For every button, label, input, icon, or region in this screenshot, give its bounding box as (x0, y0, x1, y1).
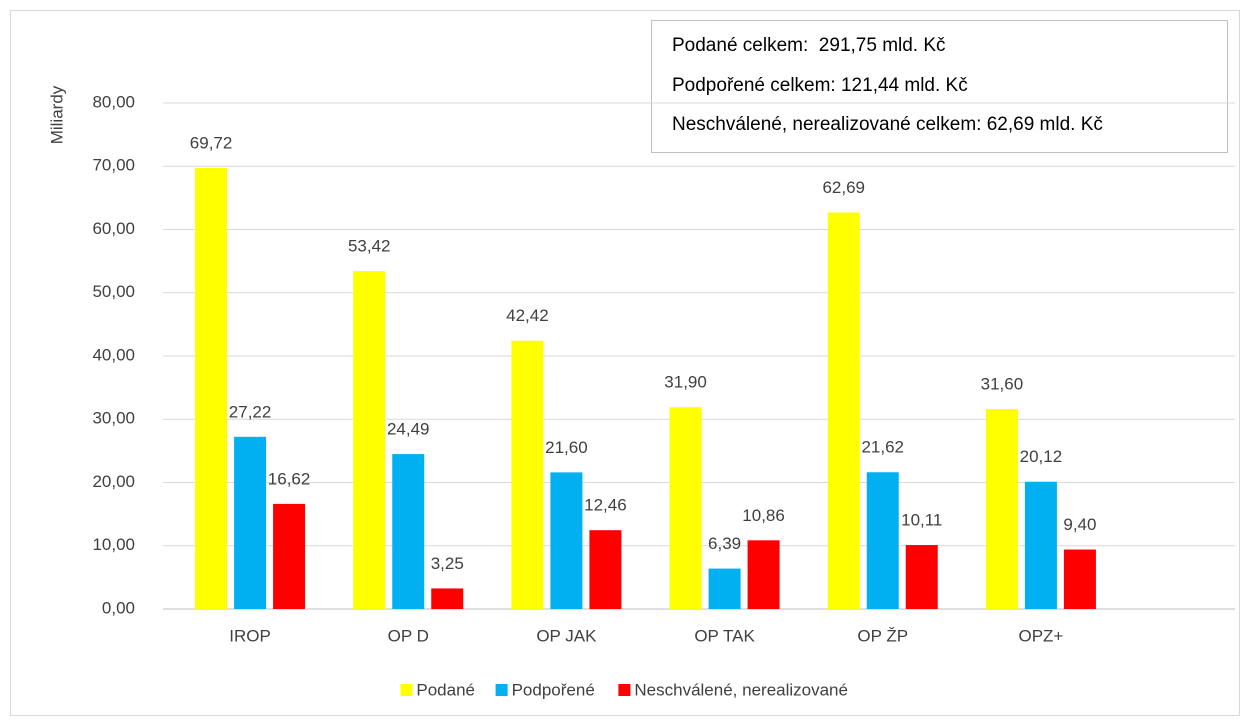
annotation: Podané celkem: 291,75 mld. Kč (672, 35, 946, 56)
y-tick-label: 80,00 (92, 92, 135, 111)
bar (550, 472, 583, 609)
annotation-box (651, 20, 1228, 153)
value-label: 6,39 (708, 534, 741, 553)
bar (708, 568, 741, 609)
value-label: 10,11 (901, 511, 942, 530)
bar (669, 407, 702, 609)
y-tick-label: 0,00 (102, 598, 135, 617)
value-label: 62,69 (822, 178, 865, 197)
value-label: 27,22 (229, 402, 272, 421)
value-label: 21,60 (545, 438, 588, 457)
y-axis-label: Miliardy (47, 85, 66, 144)
bar (431, 588, 464, 609)
bar (353, 271, 386, 609)
bar (511, 340, 544, 609)
value-label: 21,62 (861, 438, 904, 457)
y-tick-label: 40,00 (92, 345, 135, 364)
bar (985, 409, 1018, 609)
bar (234, 436, 267, 609)
legend-swatch (618, 684, 631, 696)
x-tick-label: OP ŽP (857, 626, 908, 645)
y-tick-label: 70,00 (92, 156, 135, 175)
value-label: 69,72 (190, 134, 233, 153)
legend-label: Neschválené, nerealizované (634, 680, 848, 699)
value-label: 42,42 (506, 306, 549, 325)
y-tick-label: 60,00 (92, 219, 135, 238)
y-tick-label: 50,00 (92, 282, 135, 301)
value-label: 24,49 (387, 420, 430, 439)
bar (273, 503, 306, 609)
bar (827, 212, 860, 609)
value-label: 16,62 (268, 469, 311, 488)
y-tick-label: 20,00 (92, 472, 135, 491)
legend-swatch (495, 684, 508, 696)
value-label: 31,60 (981, 375, 1024, 394)
bar (589, 530, 622, 609)
bar (195, 168, 228, 609)
y-tick-label: 10,00 (92, 535, 135, 554)
annotation: Podpořené celkem: 121,44 mld. Kč (672, 75, 968, 96)
value-label: 12,46 (584, 496, 627, 515)
value-label: 20,12 (1020, 447, 1063, 466)
value-label: 31,90 (664, 373, 707, 392)
value-label: 53,42 (348, 237, 391, 256)
bar (1063, 549, 1096, 609)
legend-swatch (400, 684, 413, 696)
bar (747, 540, 780, 609)
x-tick-label: OPZ+ (1018, 626, 1063, 645)
bar (866, 472, 899, 609)
legend-label: Podpořené (512, 680, 595, 699)
x-tick-label: IROP (229, 626, 271, 645)
value-label: 9,40 (1063, 515, 1096, 534)
x-tick-label: OP TAK (694, 626, 755, 645)
annotation: Neschválené, nerealizované celkem: 62,69… (672, 114, 1103, 135)
bar (905, 545, 938, 609)
legend-label: Podané (416, 680, 475, 699)
value-label: 10,86 (742, 506, 785, 525)
x-tick-label: OP D (388, 626, 429, 645)
bar (392, 454, 425, 609)
value-label: 3,25 (431, 554, 464, 573)
bar (1024, 481, 1057, 609)
x-tick-label: OP JAK (536, 626, 597, 645)
y-tick-label: 30,00 (92, 409, 135, 428)
